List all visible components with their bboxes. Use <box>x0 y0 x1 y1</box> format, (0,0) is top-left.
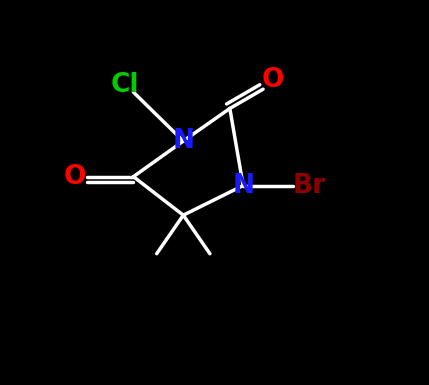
Text: Br: Br <box>293 172 326 199</box>
Text: O: O <box>64 164 87 190</box>
Text: N: N <box>232 172 254 199</box>
Text: Cl: Cl <box>111 72 139 98</box>
Text: N: N <box>172 128 194 154</box>
Text: O: O <box>262 67 284 93</box>
